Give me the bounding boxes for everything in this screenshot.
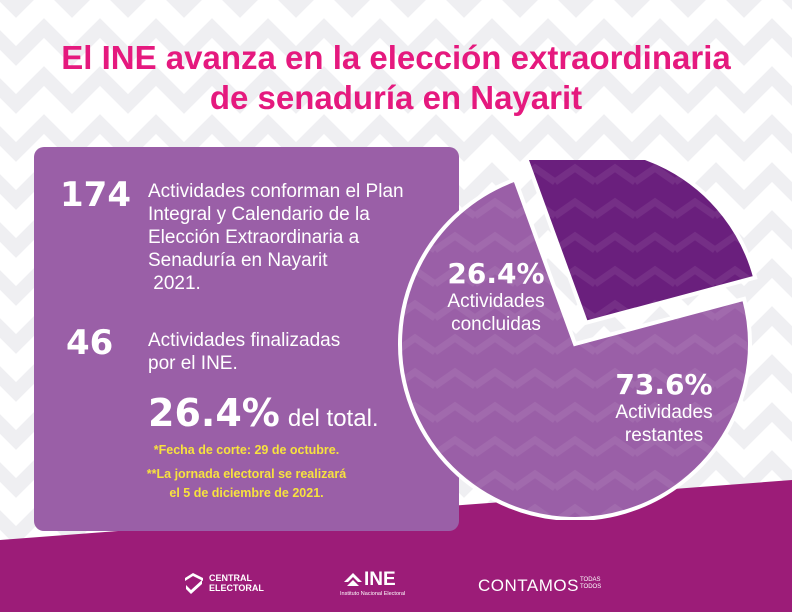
cutoff-date-note: *Fecha de corte: 29 de octubre. [153,443,340,457]
slice-text-concluded-line1: Actividades [447,291,545,312]
election-date-note: **La jornada electoral se realizará el 5… [34,465,459,503]
desc1-line: Elección Extraordinaria a [148,227,360,248]
desc1-line: Actividades conforman el Plan [148,181,404,202]
percent-suffix: del total. [287,405,379,432]
slice-pct-concluded: 26.4% [447,257,545,290]
contamos-text: CONTAMOS [478,576,579,595]
page-title: El INE avanza en la elección extraordina… [0,38,792,118]
desc2-line: Actividades finalizadas [148,330,341,351]
total-activities-number: 174 [60,175,131,215]
desc2-line: por el INE. [148,353,238,374]
finished-activities-description: Actividades finalizadas por el INE. [148,329,340,375]
zigzag-line [0,66,792,114]
zigzag-line [0,18,792,66]
total-activities-description: Actividades conforman el Plan Integral y… [148,180,404,295]
slice-text-concluded-line2: concluidas [451,314,541,335]
stats-card: 174 Actividades conforman el Plan Integr… [34,147,459,531]
desc1-line: Senaduría en Nayarit [148,250,328,271]
contamos-logo: CONTAMOS TODAS TODOS [478,576,601,596]
title-line-2: de senaduría en Nayarit [209,79,583,116]
slice-pct-remaining: 73.6% [615,368,713,401]
pie-chart [398,160,758,520]
finished-activities-number: 46 [66,323,114,363]
desc1-line: Integral y Calendario de la [148,204,370,225]
check-arrow-icon [185,573,203,594]
title-line-1: El INE avanza en la elección extraordina… [61,39,731,76]
slice-text-remaining-line2: restantes [624,425,704,446]
slice-label-remaining: 73.6% Actividades restantes [564,369,764,447]
central-electoral-line2: ELECTORAL [209,583,264,593]
pie-slice-concluded-texture [526,160,756,323]
desc1-line: 2021. [148,273,201,294]
ine-text: INE [364,569,396,590]
slice-label-concluded: 26.4% Actividades concluidas [396,258,596,336]
contamos-sub1: TODAS [580,577,601,583]
percent-of-total: 26.4% del total. [148,391,379,435]
election-note-line-1: **La jornada electoral se realizará [146,467,347,481]
election-note-line-2: el 5 de diciembre de 2021. [169,486,324,500]
percent-value: 26.4% [148,391,280,435]
ine-emblem-icon [344,573,362,586]
central-electoral-line1: CENTRAL [209,573,252,583]
zigzag-line [0,114,792,162]
slice-text-remaining-line1: Actividades [615,402,713,423]
contamos-sub2: TODOS [580,584,602,590]
pie-slice-remaining-texture [400,179,750,520]
zigzag-line [0,0,792,18]
ine-subtext: Instituto Nacional Electoral [340,591,406,597]
